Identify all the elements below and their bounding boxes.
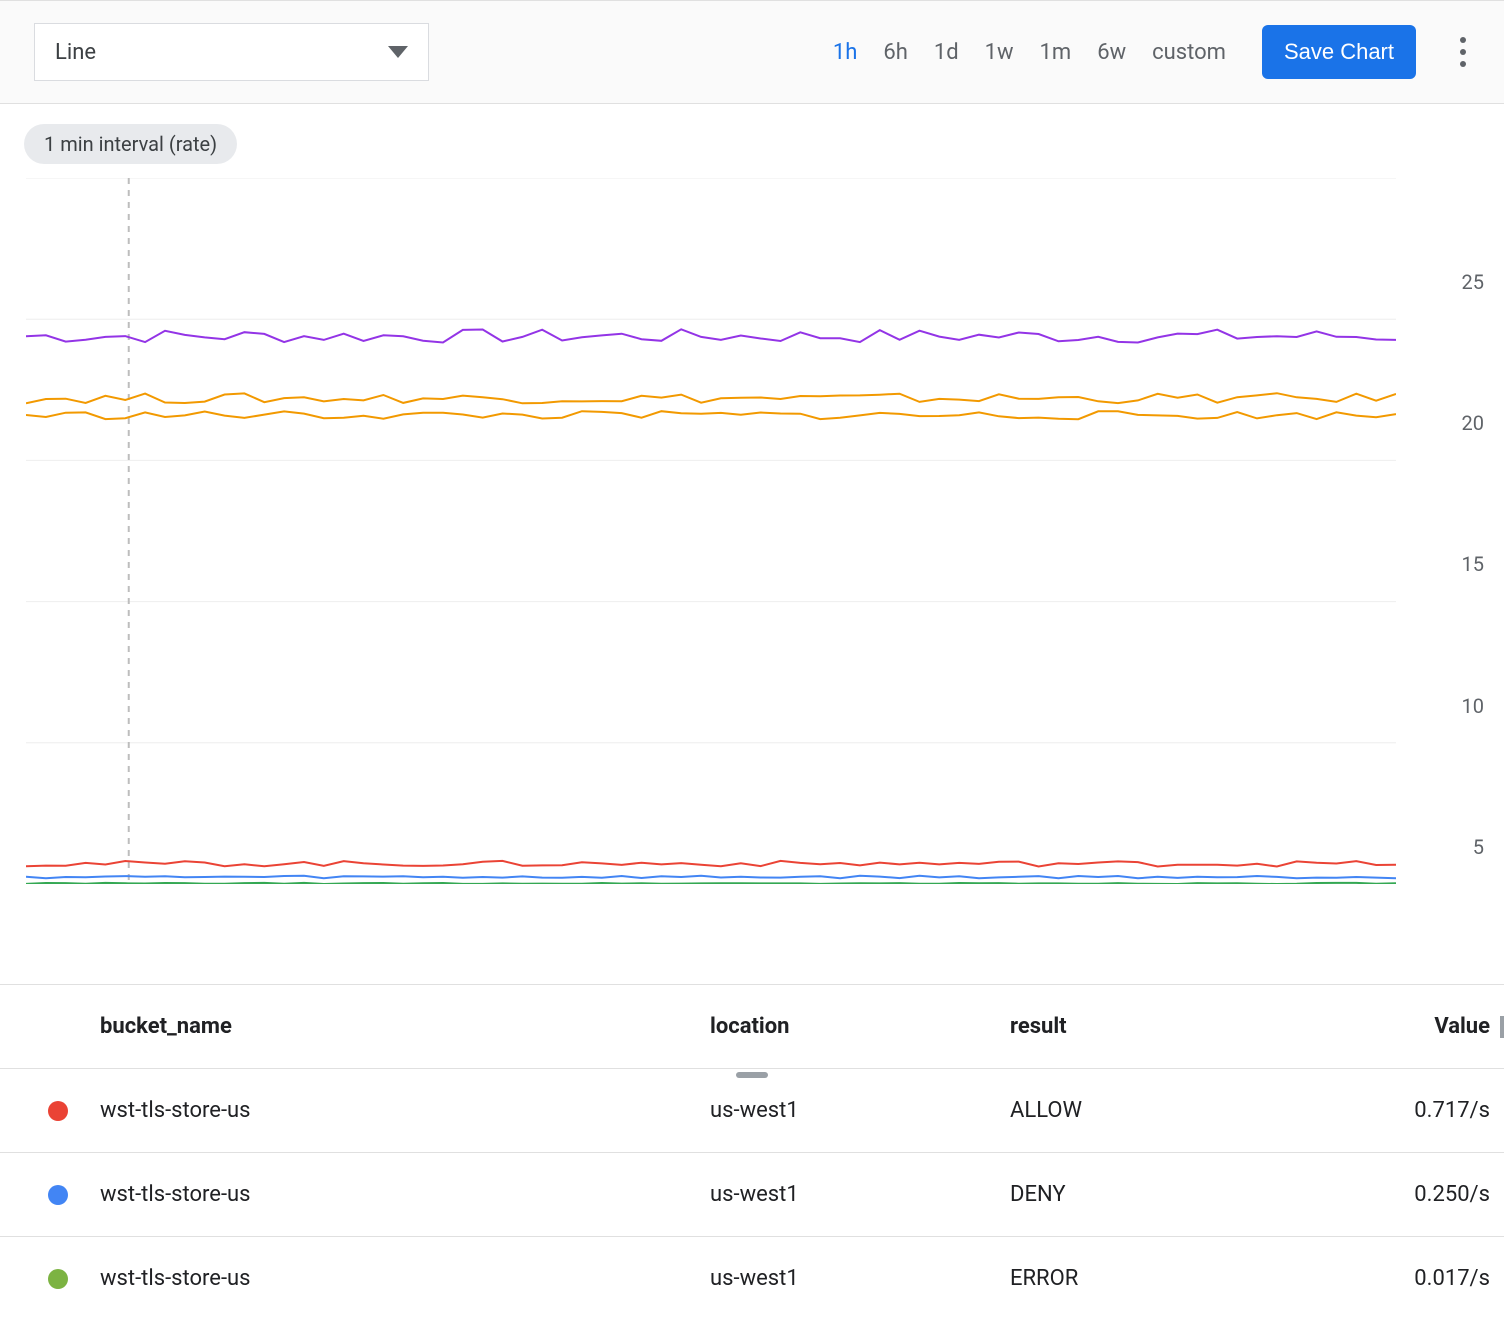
time-range-group: 1h 6h 1d 1w 1m 6w custom bbox=[831, 36, 1228, 69]
range-option-1w[interactable]: 1w bbox=[983, 36, 1016, 69]
range-option-1h[interactable]: 1h bbox=[831, 36, 859, 69]
legend-row[interactable]: wst-tls-store-usus-west1DENY0.250/s bbox=[0, 1152, 1504, 1236]
y-tick: 15 bbox=[1462, 552, 1484, 576]
cell-value: 0.250/s bbox=[1340, 1182, 1500, 1207]
range-option-6h[interactable]: 6h bbox=[881, 36, 909, 69]
range-option-6w[interactable]: 6w bbox=[1095, 36, 1128, 69]
y-tick: 10 bbox=[1462, 694, 1484, 718]
y-tick: 5 bbox=[1473, 835, 1484, 859]
col-location[interactable]: location bbox=[710, 1014, 1010, 1039]
cell-value: 0.017/s bbox=[1340, 1266, 1500, 1291]
series-green bbox=[26, 883, 1396, 884]
series-red bbox=[26, 861, 1396, 867]
cell-location: us-west1 bbox=[710, 1266, 1010, 1291]
series-purple bbox=[26, 329, 1396, 342]
more-menu-icon[interactable] bbox=[1446, 37, 1480, 67]
line-chart-svg bbox=[26, 178, 1396, 884]
legend-header: bucket_name location result Value bbox=[0, 984, 1504, 1068]
series-color-dot bbox=[48, 1101, 68, 1121]
legend-row[interactable]: wst-tls-store-usus-west1ALLOW0.717/s bbox=[0, 1068, 1504, 1152]
chart-type-select[interactable]: Line bbox=[34, 23, 429, 81]
col-result[interactable]: result bbox=[1010, 1014, 1340, 1039]
y-tick: 20 bbox=[1462, 411, 1484, 435]
series-orange1 bbox=[26, 393, 1396, 403]
cell-result: ALLOW bbox=[1010, 1098, 1340, 1123]
cell-bucket: wst-tls-store-us bbox=[100, 1182, 710, 1207]
range-option-custom[interactable]: custom bbox=[1150, 36, 1228, 69]
columns-config-icon[interactable] bbox=[1500, 1016, 1504, 1038]
save-chart-button[interactable]: Save Chart bbox=[1262, 25, 1416, 79]
cell-result: DENY bbox=[1010, 1182, 1340, 1207]
cell-value: 0.717/s bbox=[1340, 1098, 1500, 1123]
series-color-dot bbox=[48, 1269, 68, 1289]
interval-chip: 1 min interval (rate) bbox=[24, 124, 237, 164]
col-value[interactable]: Value bbox=[1434, 1014, 1490, 1039]
range-option-1d[interactable]: 1d bbox=[932, 36, 961, 69]
col-bucket[interactable]: bucket_name bbox=[100, 1014, 710, 1039]
series-blue bbox=[26, 876, 1396, 879]
cell-bucket: wst-tls-store-us bbox=[100, 1098, 710, 1123]
cell-result: ERROR bbox=[1010, 1266, 1340, 1291]
legend-table: bucket_name location result Value wst-tl… bbox=[0, 984, 1504, 1320]
legend-row[interactable]: wst-tls-store-usus-west1ERROR0.017/s bbox=[0, 1236, 1504, 1320]
series-color-dot bbox=[48, 1185, 68, 1205]
chart-type-label: Line bbox=[55, 40, 96, 65]
cell-location: us-west1 bbox=[710, 1182, 1010, 1207]
legend-rows: wst-tls-store-usus-west1ALLOW0.717/swst-… bbox=[0, 1068, 1504, 1320]
cell-bucket: wst-tls-store-us bbox=[100, 1266, 710, 1291]
chart-panel: 1 min interval (rate) 510152025 9:409:45… bbox=[0, 104, 1504, 938]
range-option-1m[interactable]: 1m bbox=[1038, 36, 1074, 69]
series-orange2 bbox=[26, 411, 1396, 419]
caret-down-icon bbox=[388, 46, 408, 58]
toolbar: Line 1h 6h 1d 1w 1m 6w custom Save Chart bbox=[0, 0, 1504, 104]
cell-location: us-west1 bbox=[710, 1098, 1010, 1123]
chart-plot-area[interactable] bbox=[26, 178, 1484, 938]
y-tick: 25 bbox=[1462, 270, 1484, 294]
